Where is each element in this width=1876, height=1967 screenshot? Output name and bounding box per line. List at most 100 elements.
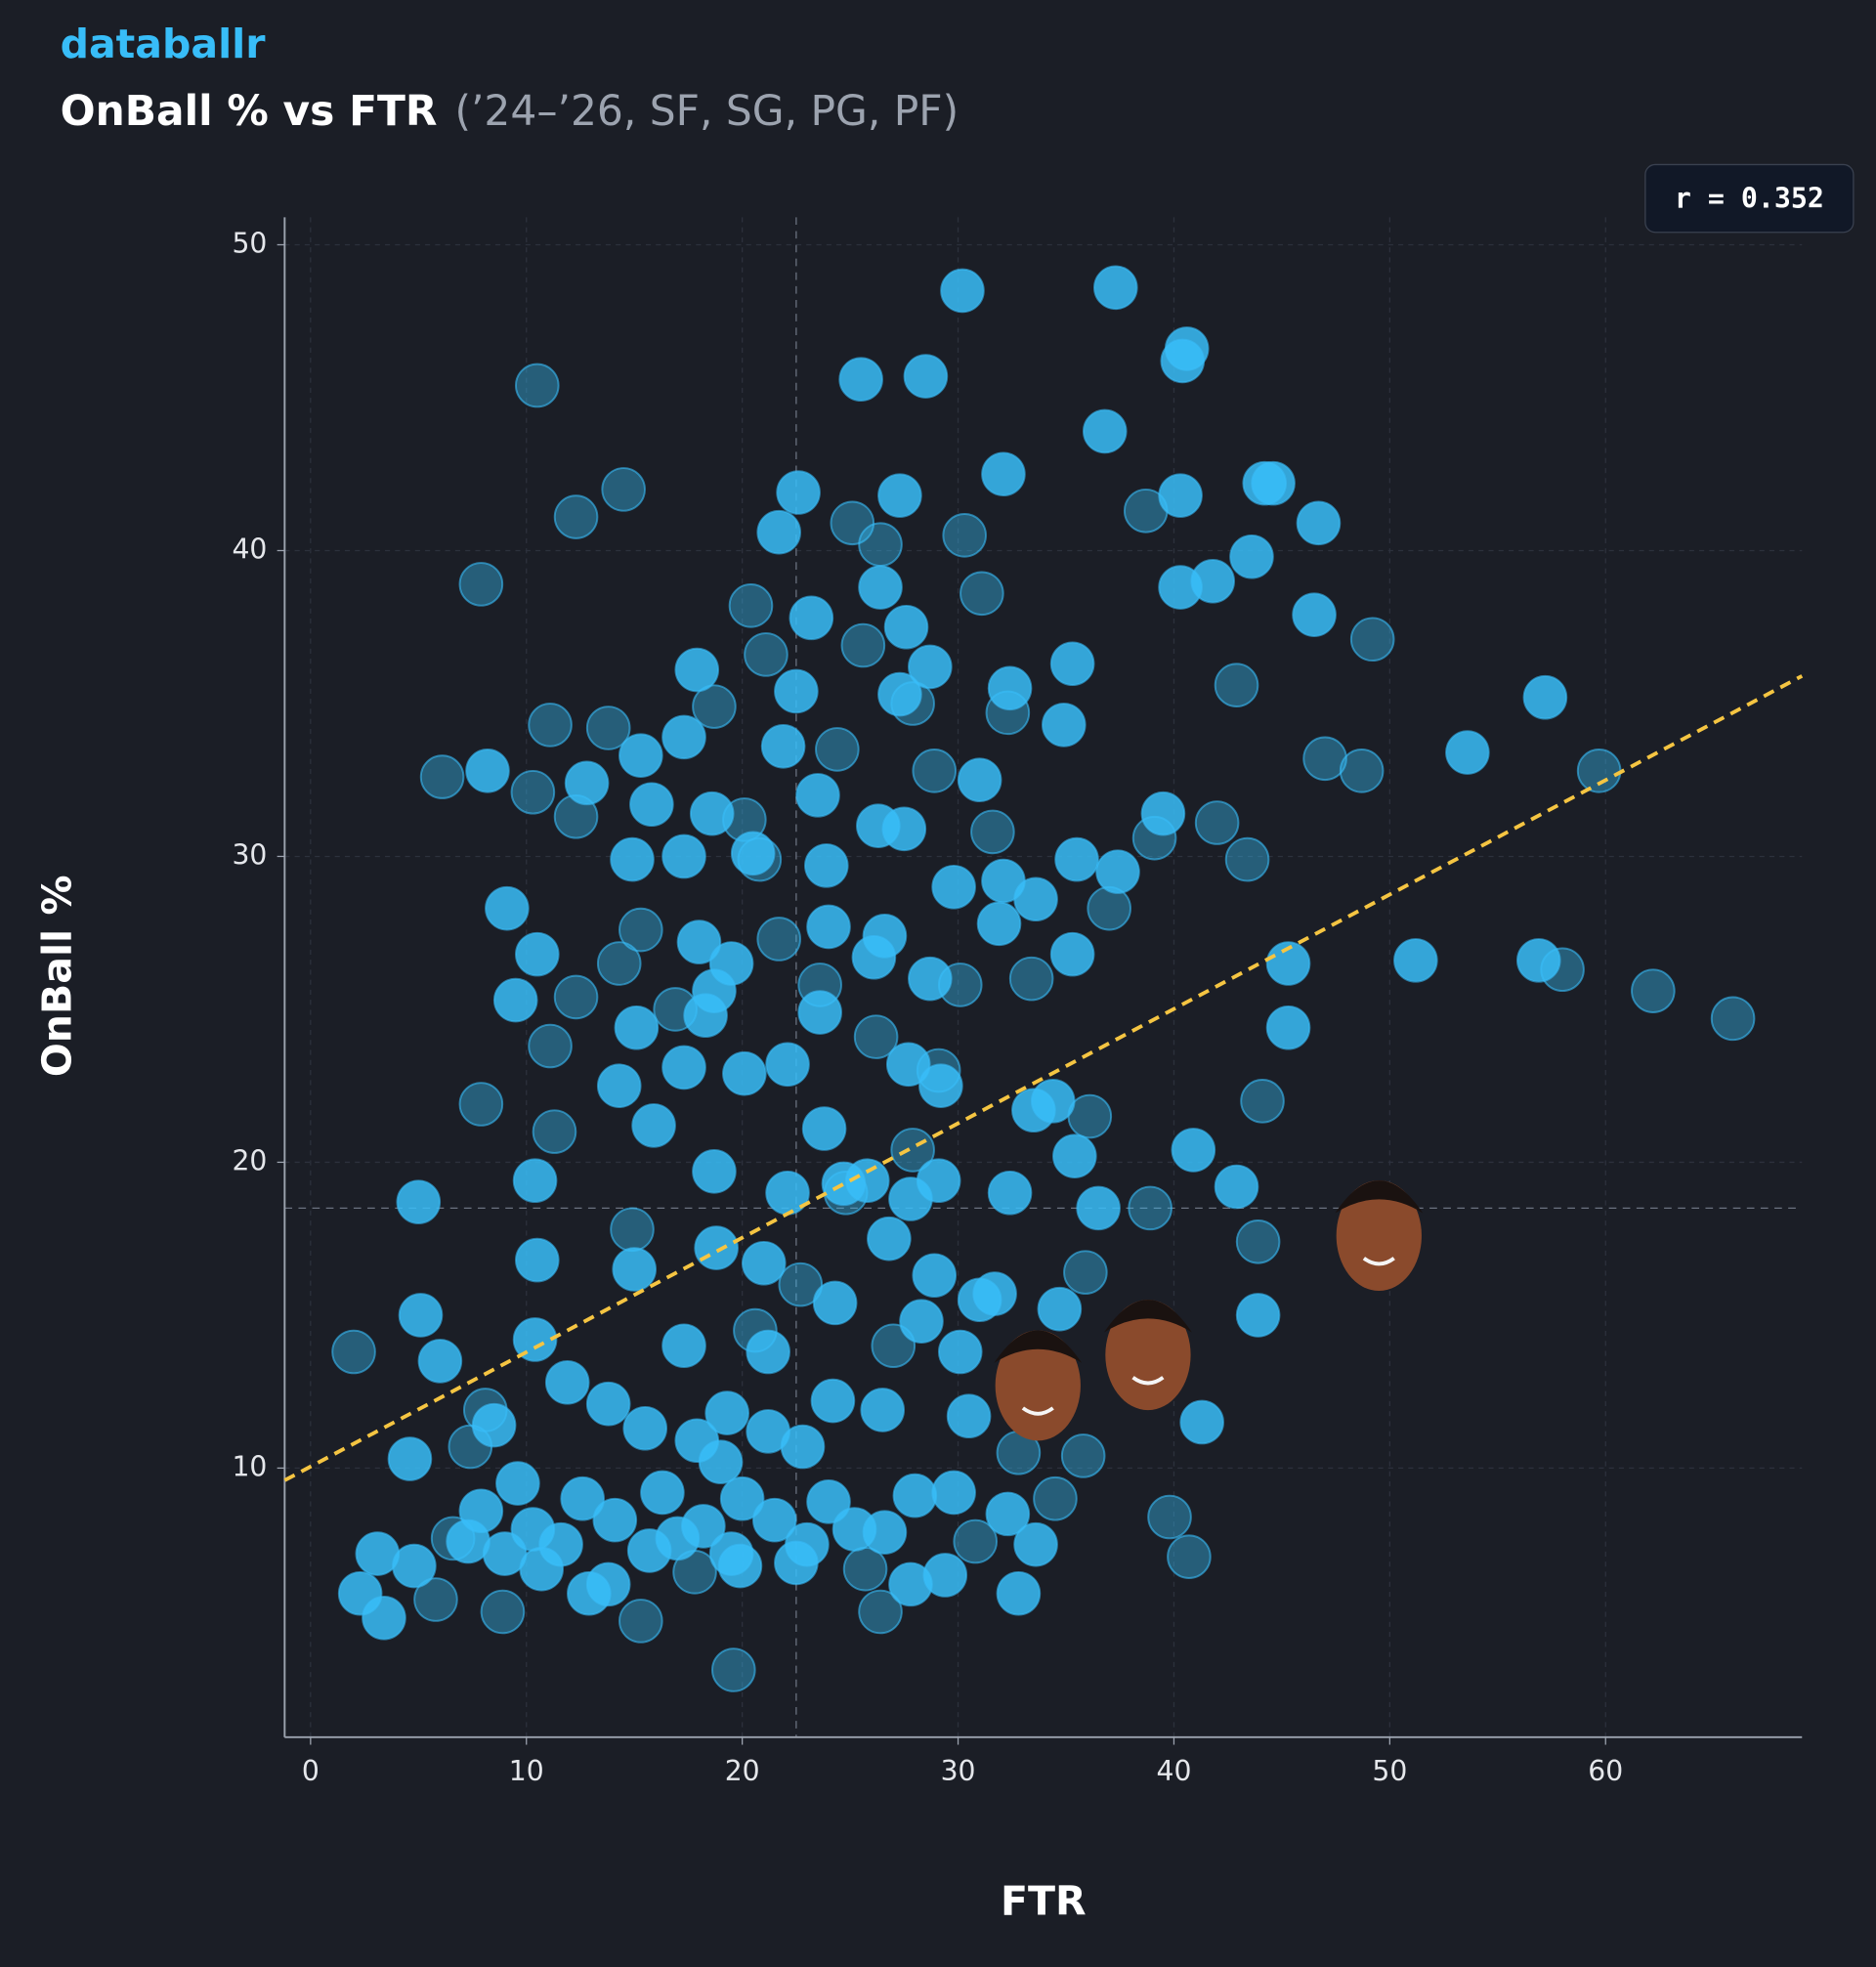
point [614, 1005, 660, 1050]
point [765, 1042, 810, 1088]
point [858, 565, 903, 610]
point [661, 714, 706, 760]
point [492, 977, 538, 1023]
point [752, 1497, 797, 1543]
point [931, 1470, 976, 1516]
chart-subtitle: (’24–’26, SF, SG, PG, PF) [454, 86, 959, 134]
point [719, 1475, 765, 1521]
title-line: OnBall % vs FTR (’24–’26, SF, SG, PG, PF) [61, 86, 959, 134]
point [398, 1293, 444, 1338]
point [471, 1402, 517, 1448]
x-axis-label: FTR [1001, 1878, 1087, 1925]
point [674, 647, 720, 693]
point [661, 1323, 706, 1369]
player-face [1105, 1300, 1191, 1411]
x-tick-label: 10 [509, 1755, 544, 1787]
point [1013, 877, 1058, 922]
point [661, 1045, 706, 1090]
point [722, 1050, 767, 1096]
point [1171, 1128, 1216, 1173]
point [957, 757, 1002, 802]
point [789, 595, 834, 641]
point [912, 1253, 958, 1299]
x-tick-label: 40 [1156, 1755, 1191, 1787]
point [567, 1570, 612, 1616]
point [1576, 748, 1622, 793]
point [797, 990, 842, 1035]
point [744, 632, 789, 677]
point [676, 919, 722, 964]
player-smile [1131, 1376, 1165, 1386]
point [1240, 1079, 1285, 1124]
point [860, 1388, 906, 1432]
point [692, 1149, 737, 1194]
point [795, 773, 840, 818]
y-tick-label: 20 [232, 1144, 267, 1176]
point [804, 843, 849, 888]
point [1128, 1185, 1172, 1231]
point [698, 1439, 744, 1484]
point [912, 748, 958, 793]
point [640, 1470, 685, 1516]
point [631, 1103, 676, 1148]
point [888, 1176, 933, 1221]
point [564, 760, 610, 806]
point [485, 885, 530, 931]
point [890, 1128, 935, 1173]
point [528, 703, 573, 748]
x-tick-label: 50 [1372, 1755, 1407, 1787]
point [618, 733, 663, 778]
point [730, 831, 776, 877]
point [774, 668, 819, 714]
point [877, 473, 922, 518]
point [1140, 791, 1186, 836]
point [862, 1510, 908, 1555]
point [1052, 1133, 1097, 1178]
point [331, 1329, 376, 1375]
point [756, 917, 801, 962]
point [610, 836, 655, 882]
point [746, 1329, 790, 1375]
point [1049, 641, 1095, 687]
x-tick-label: 0 [302, 1755, 320, 1787]
point [741, 1240, 787, 1286]
point [396, 1179, 442, 1224]
point [596, 941, 642, 986]
point [985, 1491, 1031, 1537]
point [1013, 1521, 1058, 1567]
point [585, 706, 631, 750]
point [1515, 938, 1561, 983]
point [810, 1378, 856, 1424]
point [515, 1237, 560, 1283]
point [1235, 1293, 1281, 1338]
point [776, 470, 821, 515]
point [510, 769, 556, 815]
point [1179, 1399, 1224, 1445]
point [683, 993, 728, 1038]
point [821, 1161, 867, 1207]
player-hair [994, 1330, 1083, 1363]
point [1224, 836, 1270, 882]
point [1095, 849, 1140, 894]
point [1265, 941, 1311, 986]
point [946, 1393, 992, 1438]
point [1049, 931, 1095, 977]
point [1054, 836, 1099, 882]
point [1087, 885, 1131, 931]
point [512, 1317, 558, 1362]
point [801, 1106, 847, 1151]
point [970, 809, 1015, 855]
point [1214, 663, 1259, 707]
point [867, 1216, 912, 1261]
point [756, 509, 801, 555]
point [1349, 617, 1395, 663]
chart-title: OnBall % vs FTR [61, 86, 438, 134]
point [553, 494, 599, 539]
point [585, 1381, 631, 1427]
point [851, 934, 897, 980]
point [622, 1405, 668, 1451]
x-tick-label: 20 [725, 1755, 760, 1787]
point [387, 1436, 433, 1481]
point [711, 1647, 756, 1692]
point [815, 727, 860, 772]
